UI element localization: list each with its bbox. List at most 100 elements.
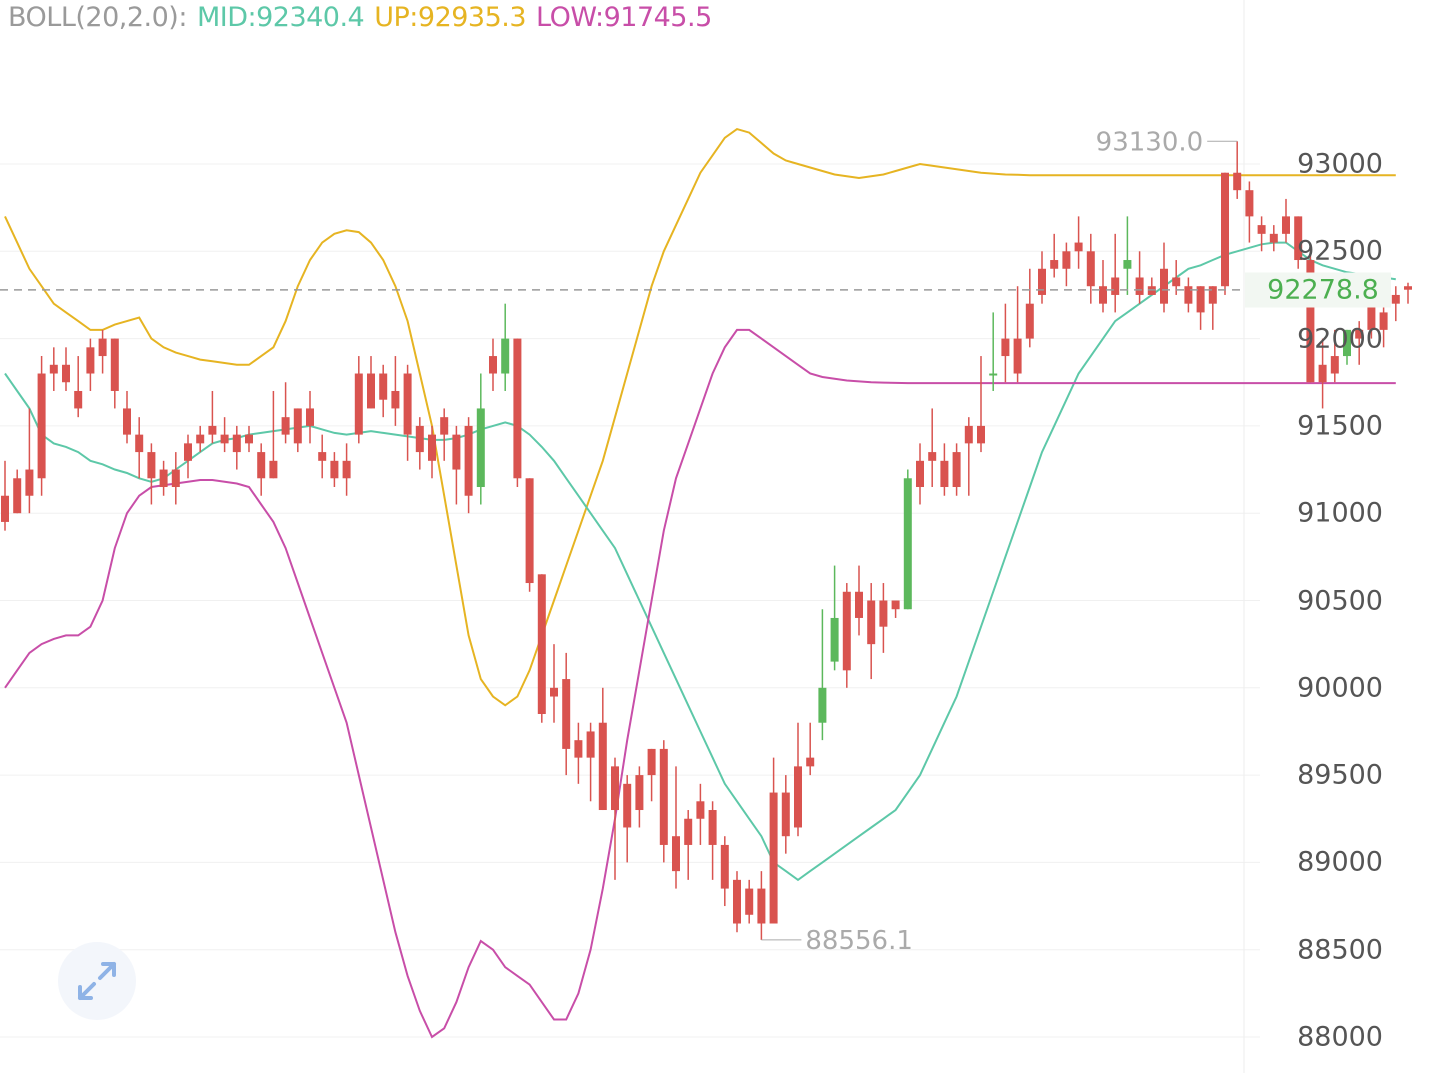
candle[interactable] (403, 364, 412, 461)
candle[interactable] (611, 757, 619, 880)
candle[interactable] (977, 356, 985, 453)
candle[interactable] (550, 644, 558, 723)
candle[interactable] (635, 766, 644, 828)
candle[interactable] (757, 871, 766, 940)
candle[interactable] (1306, 251, 1315, 383)
candle[interactable] (769, 757, 778, 924)
candle[interactable] (781, 775, 790, 854)
candle[interactable] (1025, 268, 1034, 348)
candle[interactable] (232, 425, 241, 470)
candle[interactable] (342, 443, 351, 496)
candle[interactable] (1208, 286, 1217, 330)
candle[interactable] (855, 565, 863, 636)
candle[interactable] (220, 417, 229, 453)
candle[interactable] (1245, 181, 1254, 243)
candle[interactable] (1074, 216, 1083, 269)
candle[interactable] (171, 452, 180, 505)
candle[interactable] (367, 356, 375, 409)
candle[interactable] (672, 766, 680, 889)
expand-button[interactable] (58, 942, 136, 1020)
candle[interactable] (733, 871, 741, 933)
candle[interactable] (330, 452, 339, 488)
candle[interactable] (1050, 233, 1059, 278)
candle[interactable] (1269, 225, 1278, 252)
candle[interactable] (989, 312, 998, 391)
candle[interactable] (98, 329, 107, 374)
candle[interactable] (1147, 277, 1156, 295)
candle[interactable] (720, 836, 729, 907)
candle[interactable] (49, 347, 58, 391)
candle[interactable] (1123, 216, 1132, 295)
candle[interactable] (1196, 286, 1205, 330)
candle[interactable] (574, 722, 583, 784)
candle[interactable] (489, 338, 497, 391)
candle[interactable] (940, 443, 949, 496)
candle[interactable] (379, 364, 388, 418)
candle[interactable] (1221, 172, 1229, 295)
candle[interactable] (13, 469, 22, 514)
candle[interactable] (1391, 286, 1400, 322)
candle[interactable] (62, 347, 70, 391)
candle[interactable] (745, 879, 754, 924)
candle[interactable] (1160, 242, 1168, 313)
candle[interactable] (794, 722, 802, 837)
candle[interactable] (1257, 216, 1266, 252)
candle[interactable] (1172, 260, 1181, 295)
candles[interactable] (1, 141, 1412, 940)
candle[interactable] (110, 338, 119, 409)
candle[interactable] (879, 583, 888, 653)
candle[interactable] (318, 434, 327, 479)
candle[interactable] (1184, 277, 1193, 313)
candle[interactable] (245, 425, 253, 453)
candle[interactable] (37, 356, 46, 496)
candle[interactable] (86, 338, 95, 391)
candle[interactable] (306, 390, 314, 444)
candle[interactable] (196, 425, 205, 453)
candle[interactable] (842, 583, 851, 688)
candle[interactable] (1086, 233, 1095, 304)
candle[interactable] (1233, 141, 1242, 199)
candle[interactable] (476, 373, 485, 505)
candle[interactable] (562, 652, 571, 776)
candle[interactable] (830, 565, 839, 671)
candle[interactable] (428, 425, 436, 479)
candle[interactable] (916, 443, 924, 505)
candle[interactable] (25, 408, 34, 514)
candle[interactable] (1343, 329, 1351, 365)
candle[interactable] (647, 748, 656, 802)
candle[interactable] (891, 600, 900, 618)
candle[interactable] (415, 417, 424, 470)
candle[interactable] (928, 408, 937, 488)
candle[interactable] (684, 810, 693, 880)
candle[interactable] (623, 775, 632, 863)
candle[interactable] (293, 408, 302, 453)
candle[interactable] (354, 356, 363, 444)
candle[interactable] (257, 443, 266, 496)
candle[interactable] (537, 574, 546, 723)
candle[interactable] (659, 740, 668, 863)
candle[interactable] (1001, 303, 1010, 383)
candle[interactable] (903, 469, 912, 610)
candle[interactable] (1099, 260, 1107, 313)
candle[interactable] (696, 783, 705, 845)
candle[interactable] (281, 382, 290, 444)
candle[interactable] (1294, 216, 1303, 269)
candle[interactable] (159, 460, 168, 496)
candle[interactable] (391, 356, 400, 426)
candle[interactable] (1404, 282, 1412, 304)
candle[interactable] (440, 408, 449, 461)
candle[interactable] (1330, 329, 1339, 383)
candle[interactable] (501, 303, 510, 391)
candle[interactable] (184, 434, 192, 479)
candle[interactable] (147, 443, 156, 505)
candle[interactable] (1135, 251, 1144, 304)
candle[interactable] (818, 609, 827, 741)
candle[interactable] (208, 390, 217, 444)
candle[interactable] (525, 478, 534, 592)
candle[interactable] (806, 722, 815, 776)
candle[interactable] (135, 417, 144, 479)
candle[interactable] (464, 417, 473, 514)
candle[interactable] (867, 583, 876, 680)
candle[interactable] (708, 801, 717, 880)
candle[interactable] (1282, 198, 1290, 243)
